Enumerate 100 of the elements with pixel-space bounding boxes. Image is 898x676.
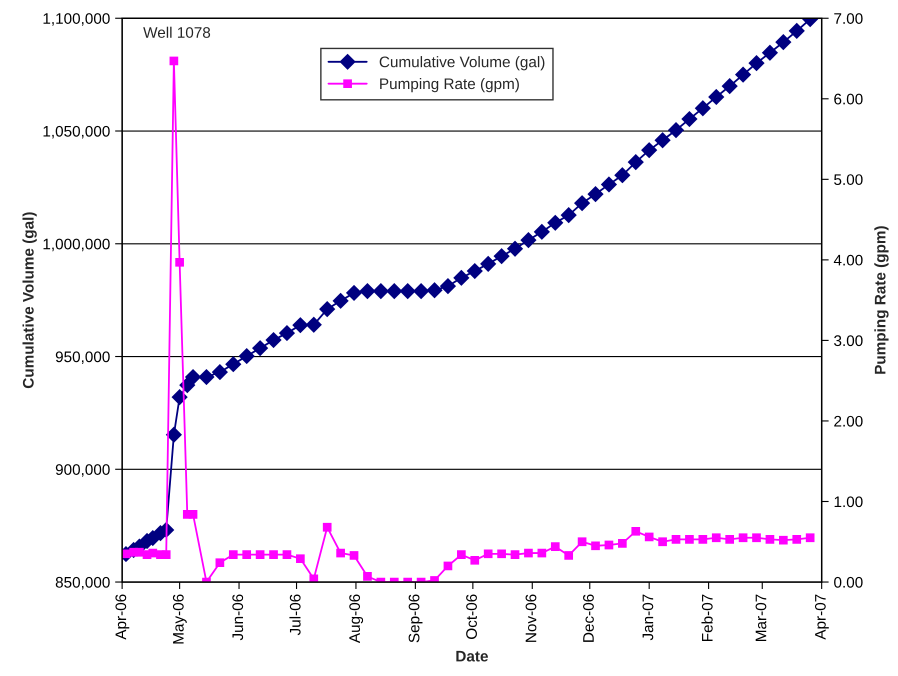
point	[413, 283, 429, 300]
point	[372, 283, 389, 300]
x-tick-label: May-06	[172, 594, 187, 644]
point	[631, 526, 640, 536]
point	[386, 283, 402, 300]
point	[360, 283, 376, 300]
point	[453, 270, 470, 286]
point	[212, 364, 228, 380]
point	[306, 316, 322, 333]
point	[185, 369, 201, 385]
point	[400, 283, 416, 300]
point	[601, 176, 617, 192]
point	[806, 533, 815, 542]
point	[534, 224, 550, 240]
point	[426, 282, 442, 298]
point	[266, 332, 282, 348]
x-tick-label: Jun-06	[232, 594, 244, 640]
point	[547, 214, 564, 231]
point	[336, 548, 345, 558]
y2-tick-label: 3.00	[834, 335, 863, 346]
y2-tick-label: 2.00	[834, 416, 863, 427]
point	[668, 122, 684, 138]
point	[170, 56, 178, 66]
point	[238, 348, 255, 364]
point	[470, 556, 480, 565]
y2-tick-label: 6.00	[834, 94, 863, 104]
point	[296, 554, 305, 564]
point	[172, 389, 188, 405]
point	[166, 426, 182, 443]
point	[654, 132, 670, 148]
y2-tick-label: 0.00	[834, 576, 863, 588]
point	[497, 550, 506, 558]
point	[520, 232, 536, 248]
point	[752, 533, 761, 542]
point	[225, 356, 242, 372]
legend-label: Cumulative Volume (gal)	[380, 56, 544, 70]
point	[175, 258, 184, 267]
y-axis-title: Cumulative Volume (gal)	[22, 212, 37, 388]
x-tick-label: Apr-07	[814, 594, 829, 640]
y2-axis-title: Pumping Rate (gpm)	[874, 226, 889, 374]
y-tick-label: 950,000	[56, 351, 110, 364]
y-tick-label: 900,000	[56, 464, 110, 477]
point	[346, 285, 362, 301]
point	[350, 551, 358, 560]
point	[484, 550, 493, 558]
point	[292, 317, 308, 334]
y-tick-label: 1,000,000	[44, 238, 110, 252]
x-tick-label: Nov-06	[526, 594, 536, 642]
point	[792, 535, 802, 544]
point	[614, 167, 630, 184]
point	[698, 535, 708, 544]
point	[332, 292, 348, 309]
legend-label: Pumping Rate (gpm)	[380, 78, 519, 92]
point	[430, 576, 439, 582]
point	[279, 325, 295, 341]
point	[444, 562, 452, 570]
point	[658, 537, 667, 546]
point	[252, 340, 268, 356]
point	[578, 537, 586, 546]
x-tick-label: Jan-07	[642, 594, 654, 640]
point	[712, 533, 721, 542]
point	[162, 550, 171, 559]
point	[242, 550, 252, 559]
point	[363, 572, 372, 581]
point	[762, 44, 778, 61]
point	[725, 535, 734, 544]
point	[574, 195, 590, 212]
point	[507, 240, 523, 257]
point	[685, 535, 694, 544]
x-tick-label: Aug-06	[349, 594, 364, 644]
point	[457, 550, 466, 559]
point	[591, 541, 600, 550]
point	[494, 248, 510, 264]
point	[538, 548, 546, 558]
point	[269, 550, 278, 559]
point	[779, 536, 788, 544]
point	[694, 100, 711, 116]
x-tick-label: Sep-06	[408, 594, 422, 642]
y-tick-label: 850,000	[56, 576, 110, 590]
point	[440, 278, 456, 294]
annotation: Well 1078	[143, 26, 210, 38]
x-axis-title: Date	[456, 650, 488, 662]
point	[644, 532, 654, 542]
point	[641, 142, 658, 158]
point	[628, 154, 644, 170]
x-tick-label: Jul-06	[289, 594, 301, 636]
point	[524, 548, 533, 558]
point	[748, 55, 764, 72]
x-tick-label: Dec-06	[583, 594, 594, 642]
point	[228, 550, 238, 559]
x-tick-label: Apr-06	[115, 594, 130, 640]
point	[682, 111, 698, 127]
y2-tick-label: 5.00	[834, 174, 863, 186]
point	[198, 369, 214, 385]
y2-tick-label: 7.00	[834, 13, 863, 24]
point	[148, 548, 158, 558]
point	[322, 522, 332, 532]
point	[560, 207, 577, 224]
point	[788, 22, 805, 39]
point	[319, 301, 336, 318]
